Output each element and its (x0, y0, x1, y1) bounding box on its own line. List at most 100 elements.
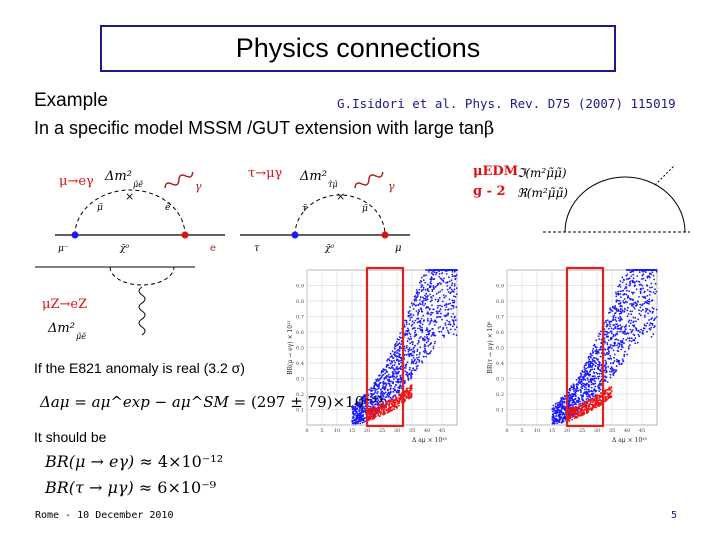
blue-point (580, 394, 582, 396)
blue-point (635, 288, 638, 291)
blue-point (374, 403, 377, 406)
blue-point (609, 307, 611, 309)
blue-point (392, 387, 395, 390)
blue-point (432, 286, 435, 289)
blue-point (434, 334, 437, 337)
blue-point (399, 376, 402, 379)
blue-point (628, 269, 631, 271)
blue-point (632, 279, 634, 282)
blue-point (395, 344, 397, 347)
blue-point (586, 388, 588, 391)
blue-point (410, 371, 413, 374)
blue-point (620, 296, 622, 298)
blue-point (622, 360, 625, 363)
red-point (608, 393, 610, 395)
blue-point (617, 285, 620, 288)
red-point (369, 416, 371, 418)
blue-point (600, 345, 603, 348)
diagram-tau-mu-gamma: τ→μγ Δm² τ̃μ̃ γ × τ̃ μ̃ τ χ̃⁰ μ (240, 166, 410, 254)
blue-point (407, 314, 410, 317)
blue-point (580, 389, 582, 392)
blue-point (372, 387, 375, 390)
br-meg-value: 4×10⁻¹² (157, 452, 224, 471)
blue-point (624, 328, 627, 331)
blue-point (412, 360, 415, 363)
incoming-label: τ (254, 243, 260, 254)
blue-point (374, 389, 376, 392)
blue-point (559, 402, 562, 405)
blue-point (586, 395, 588, 398)
blue-point (436, 284, 439, 287)
blue-point (384, 391, 387, 394)
blue-point (396, 350, 398, 352)
blue-point (397, 348, 399, 351)
blue-point (598, 348, 601, 351)
blue-point (430, 318, 433, 320)
blue-point (428, 338, 430, 341)
blue-point (629, 310, 632, 313)
blue-point (441, 318, 443, 321)
blue-point (615, 323, 617, 325)
blue-point (429, 352, 432, 354)
blue-point (590, 386, 593, 389)
blue-point (413, 359, 416, 362)
blue-point (652, 274, 655, 277)
blue-point (432, 308, 435, 311)
blue-point (623, 311, 626, 313)
red-point (392, 408, 394, 410)
delta-m: Δm² (47, 321, 75, 336)
blue-point (619, 310, 622, 313)
blue-point (424, 303, 427, 305)
blue-point (620, 343, 623, 346)
blue-point (639, 269, 642, 271)
blue-point (392, 382, 394, 385)
blue-point (370, 393, 373, 396)
blue-point (637, 330, 639, 332)
blue-point (415, 289, 418, 291)
blue-point (439, 282, 441, 284)
blue-point (413, 351, 415, 354)
blue-point (414, 329, 417, 332)
red-point (386, 408, 388, 411)
blue-point (432, 347, 435, 350)
blue-point (447, 291, 450, 293)
blue-point (441, 272, 443, 274)
blue-point (562, 412, 565, 415)
blue-point (410, 348, 413, 351)
blue-point (631, 291, 633, 294)
y-tick-label: 0.8 (496, 299, 504, 305)
blue-point (414, 298, 417, 301)
blue-point (646, 322, 649, 325)
blue-point (364, 401, 367, 404)
blue-point (431, 273, 434, 275)
blue-point (615, 358, 618, 361)
blue-point (431, 288, 434, 291)
blue-point (609, 355, 612, 357)
red-point (607, 397, 610, 400)
blue-point (395, 368, 398, 370)
blue-point (640, 328, 643, 331)
blue-point (419, 326, 422, 328)
blue-point (597, 384, 600, 387)
blue-point (633, 325, 635, 328)
blue-point (417, 303, 420, 306)
blue-point (432, 331, 435, 334)
blue-point (351, 408, 354, 411)
red-point (586, 408, 589, 411)
blue-point (408, 368, 411, 371)
blue-point (445, 270, 447, 273)
blue-point (631, 310, 634, 313)
blue-point (413, 295, 416, 298)
blue-point (435, 316, 438, 319)
blue-point (422, 339, 424, 341)
blue-point (625, 324, 627, 327)
blue-point (423, 345, 426, 348)
blue-point (606, 343, 609, 346)
blue-point (396, 375, 398, 378)
blue-point (621, 281, 624, 284)
blue-point (419, 281, 421, 284)
blue-point (590, 356, 592, 359)
blue-point (431, 311, 434, 314)
blue-point (559, 410, 561, 413)
blue-point (430, 296, 432, 298)
